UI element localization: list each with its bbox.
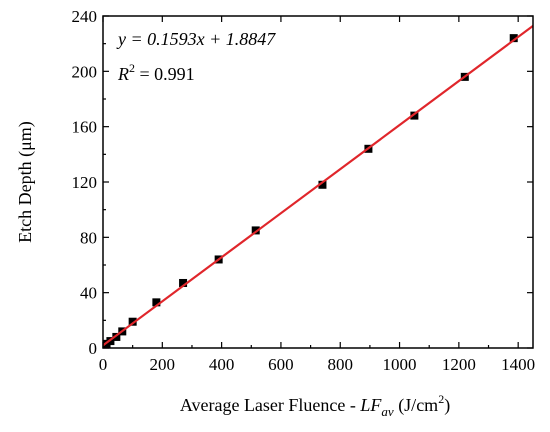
x-axis-title-sub: av — [381, 404, 394, 419]
r-squared-value: = 0.991 — [135, 64, 195, 84]
data-point — [112, 332, 121, 341]
y-tick-label: 120 — [72, 173, 98, 192]
fit-equation: y = 0.1593x + 1.8847 — [116, 29, 276, 49]
y-tick-label: 240 — [72, 7, 98, 26]
x-tick-label: 200 — [150, 355, 176, 374]
y-tick-label: 80 — [80, 228, 97, 247]
x-axis-title-unit: (J/cm — [394, 395, 439, 416]
x-axis-title-unit-close: ) — [444, 395, 450, 416]
y-tick-label: 0 — [89, 339, 98, 358]
data-point — [251, 226, 260, 235]
y-axis-title: Etch Depth (μm) — [15, 121, 36, 243]
r-squared-sup: 2 — [129, 61, 135, 75]
r-squared: R2 = 0.991 — [117, 61, 195, 84]
x-tick-label: 0 — [99, 355, 108, 374]
x-axis-title: Average Laser Fluence - LFav (J/cm2) — [180, 392, 450, 419]
plot-area — [102, 24, 534, 348]
x-axis-title-unit-sup: 2 — [438, 392, 444, 406]
data-point — [509, 34, 518, 43]
data-point — [318, 180, 327, 189]
data-point — [128, 317, 137, 326]
x-tick-label: 600 — [268, 355, 294, 374]
y-tick-label: 160 — [72, 118, 98, 137]
y-tick-label: 200 — [72, 62, 98, 81]
y-tick-label: 40 — [80, 284, 97, 303]
axes: 0 200 400 600 800 1000 1200 1400 0 40 80 120 160 200 2… — [72, 7, 536, 374]
r-squared-letter: R — [117, 64, 129, 84]
fit-line — [102, 24, 534, 347]
x-axis-title-prefix: Average Laser Fluence - — [180, 395, 361, 415]
x-axis-title-var: LF — [359, 395, 382, 415]
x-tick-label: 800 — [327, 355, 353, 374]
x-tick-label: 400 — [209, 355, 235, 374]
x-tick-label: 1000 — [383, 355, 417, 374]
data-point — [152, 298, 161, 307]
x-tick-label: 1400 — [501, 355, 535, 374]
data-point — [410, 111, 419, 120]
data-point — [179, 278, 188, 287]
x-tick-label: 1200 — [442, 355, 476, 374]
